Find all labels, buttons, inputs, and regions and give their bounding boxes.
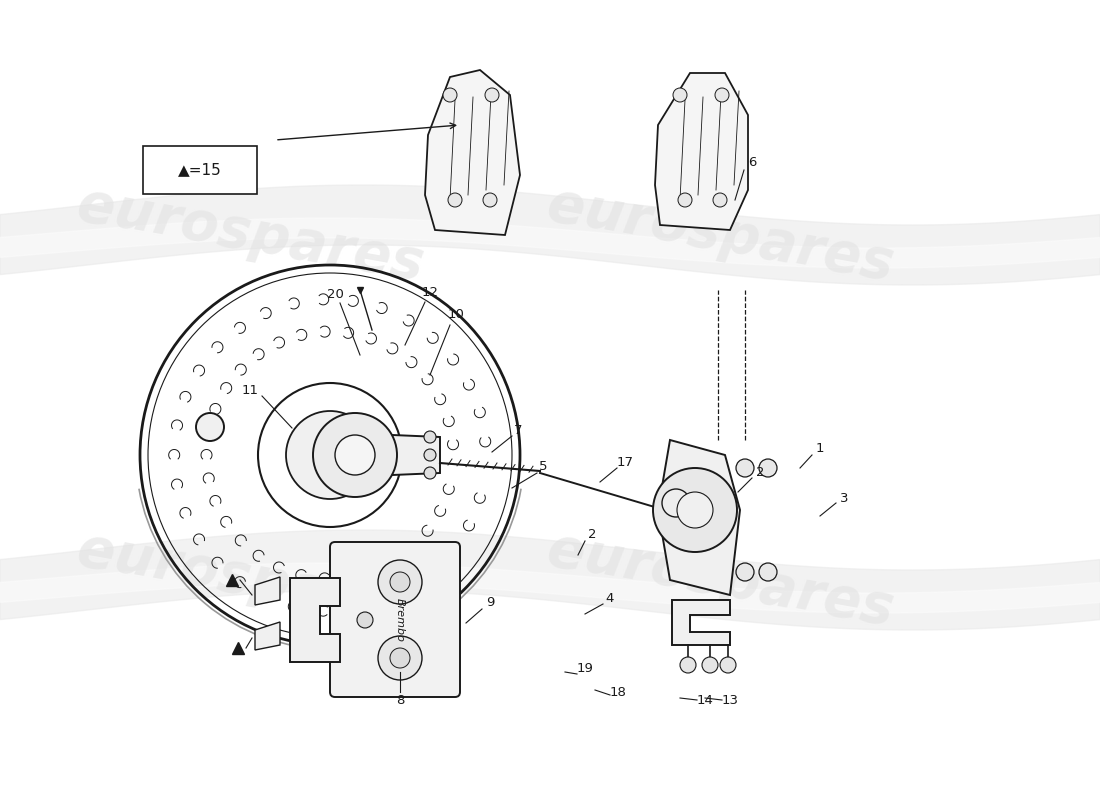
- Text: eurospares: eurospares: [542, 178, 898, 292]
- FancyBboxPatch shape: [143, 146, 257, 194]
- Circle shape: [390, 572, 410, 592]
- Text: eurospares: eurospares: [542, 523, 898, 637]
- Polygon shape: [654, 73, 748, 230]
- Text: 13: 13: [722, 694, 738, 706]
- Circle shape: [358, 612, 373, 628]
- Text: 5: 5: [539, 461, 548, 474]
- Polygon shape: [255, 622, 280, 650]
- Circle shape: [715, 88, 729, 102]
- Circle shape: [678, 193, 692, 207]
- Circle shape: [448, 193, 462, 207]
- Circle shape: [378, 560, 422, 604]
- Circle shape: [424, 431, 436, 443]
- Text: 6: 6: [748, 155, 756, 169]
- Polygon shape: [425, 70, 520, 235]
- Circle shape: [676, 492, 713, 528]
- Text: 1: 1: [816, 442, 824, 454]
- Circle shape: [759, 563, 777, 581]
- Polygon shape: [290, 578, 340, 662]
- Circle shape: [390, 648, 410, 668]
- Circle shape: [286, 411, 374, 499]
- FancyBboxPatch shape: [330, 542, 460, 697]
- Circle shape: [702, 657, 718, 673]
- Circle shape: [378, 636, 422, 680]
- Circle shape: [483, 193, 497, 207]
- Text: 12: 12: [421, 286, 439, 299]
- Text: ▲=15: ▲=15: [178, 162, 222, 178]
- Circle shape: [759, 459, 777, 477]
- Circle shape: [443, 88, 456, 102]
- Circle shape: [713, 193, 727, 207]
- Text: 8: 8: [396, 694, 404, 706]
- Circle shape: [736, 459, 754, 477]
- Circle shape: [424, 467, 436, 479]
- Text: eurospares: eurospares: [73, 523, 428, 637]
- Text: 2: 2: [587, 529, 596, 542]
- Text: 3: 3: [839, 491, 848, 505]
- Text: 14: 14: [696, 694, 714, 706]
- Polygon shape: [658, 440, 740, 595]
- Circle shape: [673, 88, 688, 102]
- Text: 20: 20: [327, 289, 343, 302]
- Text: 2: 2: [756, 466, 764, 478]
- Text: 17: 17: [616, 455, 634, 469]
- Polygon shape: [345, 433, 440, 477]
- Circle shape: [336, 435, 375, 475]
- Circle shape: [680, 657, 696, 673]
- Circle shape: [720, 657, 736, 673]
- Circle shape: [424, 449, 436, 461]
- Text: 19: 19: [576, 662, 593, 674]
- Text: 7: 7: [514, 423, 522, 437]
- Circle shape: [736, 563, 754, 581]
- Text: Brembo: Brembo: [395, 598, 405, 642]
- Text: 18: 18: [609, 686, 626, 698]
- Text: 9: 9: [486, 597, 494, 610]
- Text: 4: 4: [606, 591, 614, 605]
- Circle shape: [653, 468, 737, 552]
- Text: 10: 10: [448, 309, 464, 322]
- Circle shape: [662, 489, 690, 517]
- Circle shape: [485, 88, 499, 102]
- Polygon shape: [255, 577, 280, 605]
- Text: eurospares: eurospares: [73, 178, 428, 292]
- Circle shape: [314, 413, 397, 497]
- Text: 11: 11: [242, 383, 258, 397]
- Polygon shape: [672, 600, 730, 645]
- Circle shape: [196, 413, 224, 441]
